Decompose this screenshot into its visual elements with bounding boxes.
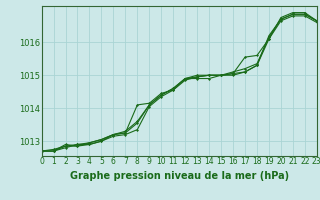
X-axis label: Graphe pression niveau de la mer (hPa): Graphe pression niveau de la mer (hPa) [70,171,289,181]
